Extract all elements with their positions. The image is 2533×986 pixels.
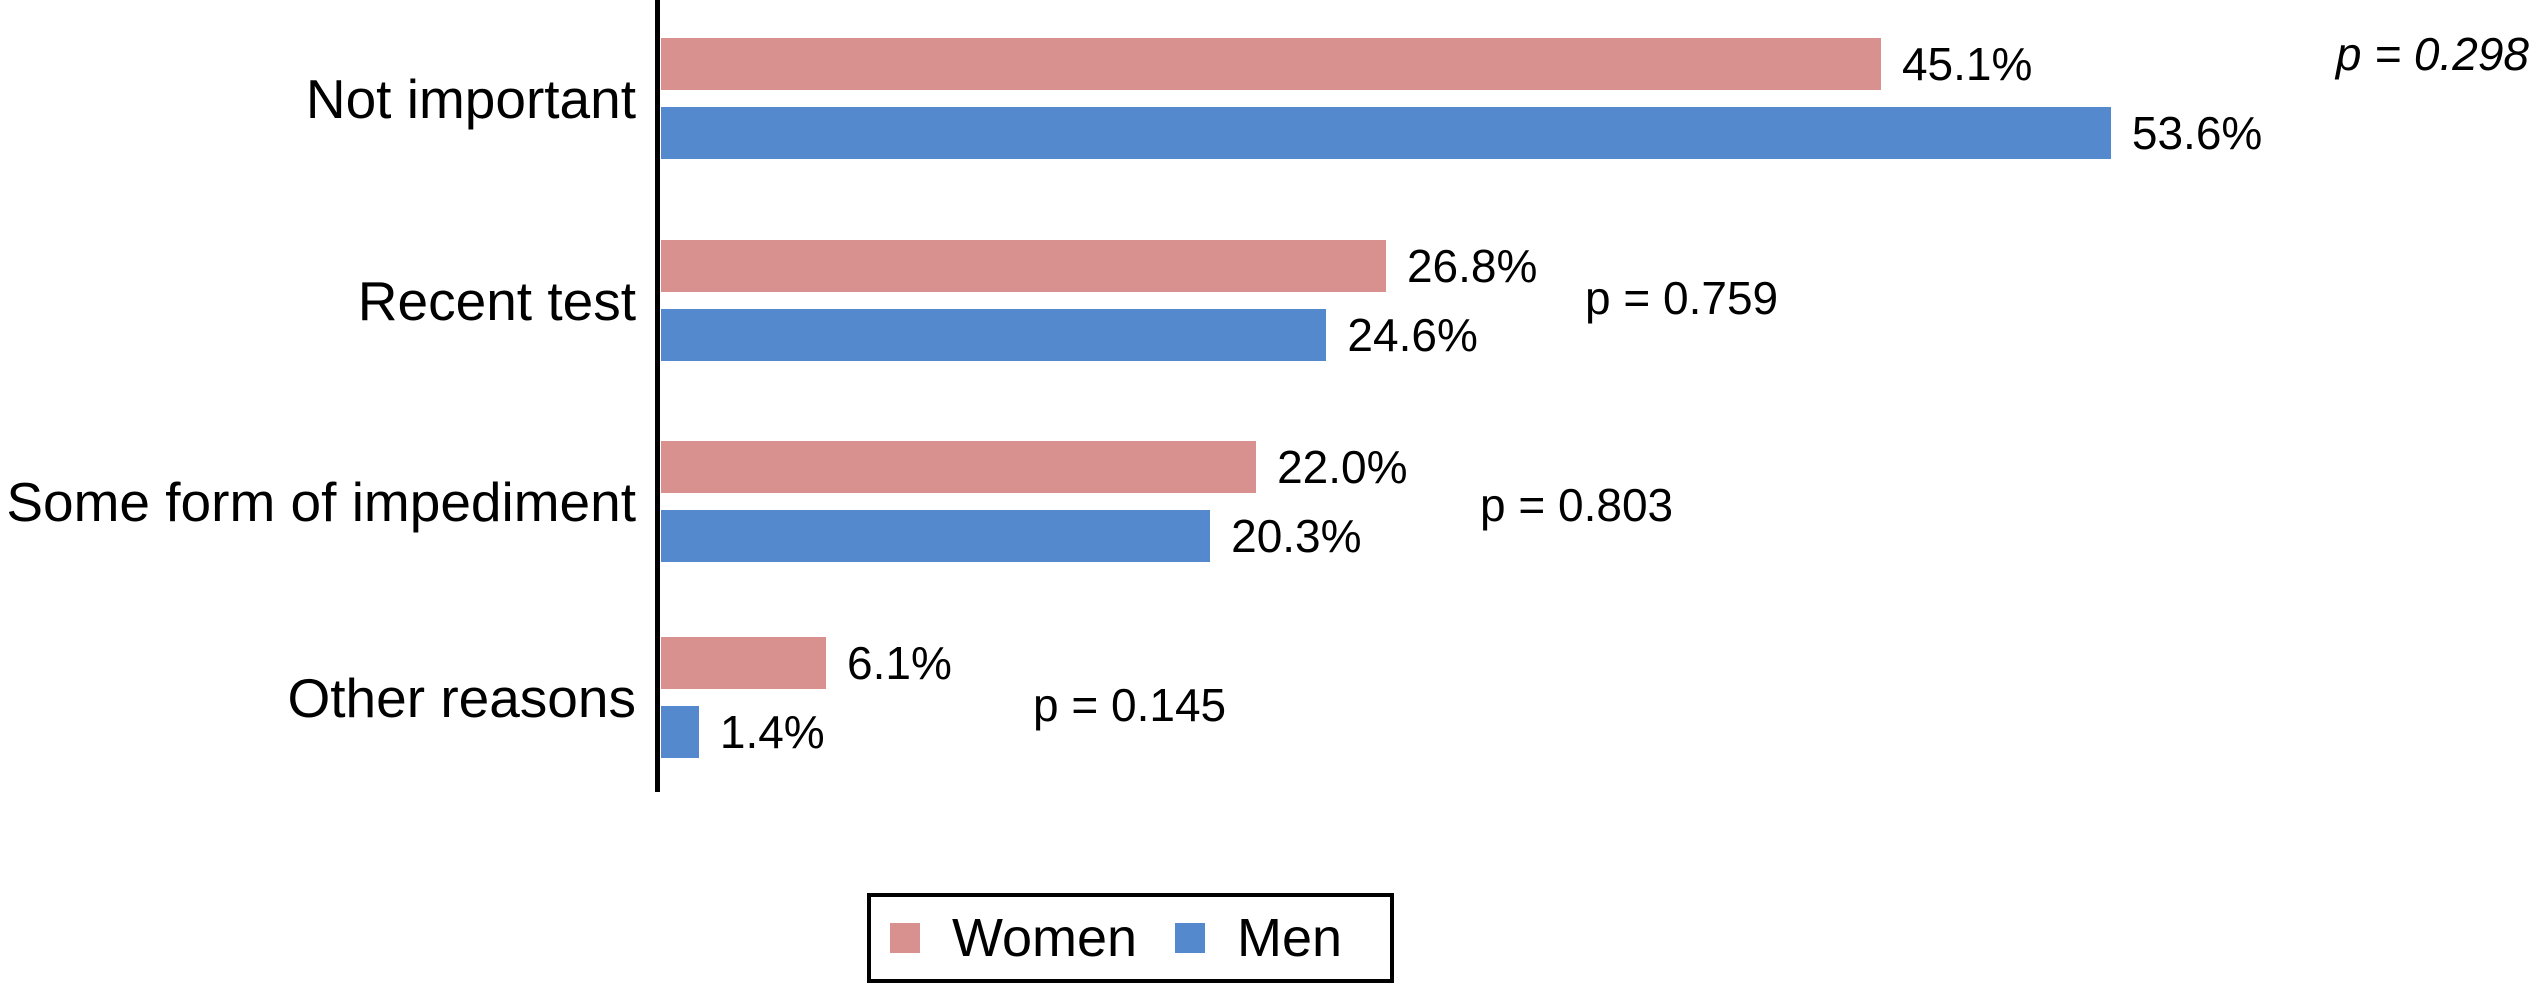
legend-label-men: Men xyxy=(1237,908,1343,968)
legend-men-swatch-icon xyxy=(1175,923,1205,953)
bar-men xyxy=(661,706,699,758)
chart-row-not-important: Not important 45.1% 53.6% p = 0.298 xyxy=(0,28,2533,159)
chart-row-some-form-of-impediment: Some form of impediment 22.0% 20.3% p = … xyxy=(0,441,2533,562)
bar-women xyxy=(661,441,1257,493)
value-label-women: 6.1% xyxy=(847,637,952,689)
value-label-men: 20.3% xyxy=(1231,510,1362,562)
value-label-women: 26.8% xyxy=(1406,240,1538,292)
p-value-label: p = 0.145 xyxy=(1033,679,1227,731)
category-label: Recent test xyxy=(357,269,636,332)
value-label-women: 45.1% xyxy=(1901,38,2033,90)
chart-row-other-reasons: Other reasons 6.1% 1.4% p = 0.145 xyxy=(0,637,2533,758)
value-label-men: 53.6% xyxy=(2131,107,2263,159)
value-label-men: 1.4% xyxy=(719,706,825,758)
legend-women-swatch-icon xyxy=(890,923,920,953)
legend-box: Women Men xyxy=(867,893,1394,983)
value-label-men: 24.6% xyxy=(1347,309,1478,361)
legend-label-women: Women xyxy=(952,908,1138,968)
bar-women xyxy=(661,637,826,689)
bar-women xyxy=(661,38,1881,90)
p-value-label: p = 0.803 xyxy=(1480,479,1674,531)
category-label: Some form of impediment xyxy=(6,470,636,533)
bar-women xyxy=(661,240,1386,292)
category-label: Other reasons xyxy=(287,666,636,729)
bar-men xyxy=(661,107,2111,159)
category-label: Not important xyxy=(305,67,636,130)
value-label-women: 22.0% xyxy=(1277,441,1408,493)
y-axis-line xyxy=(655,0,660,792)
bar-men xyxy=(661,309,1327,361)
p-value-label: p = 0.298 xyxy=(2335,28,2529,80)
p-value-label: p = 0.759 xyxy=(1585,272,1779,324)
bar-men xyxy=(661,510,1211,562)
chart-row-recent-test: Recent test 26.8% 24.6% p = 0.759 xyxy=(0,240,2533,361)
